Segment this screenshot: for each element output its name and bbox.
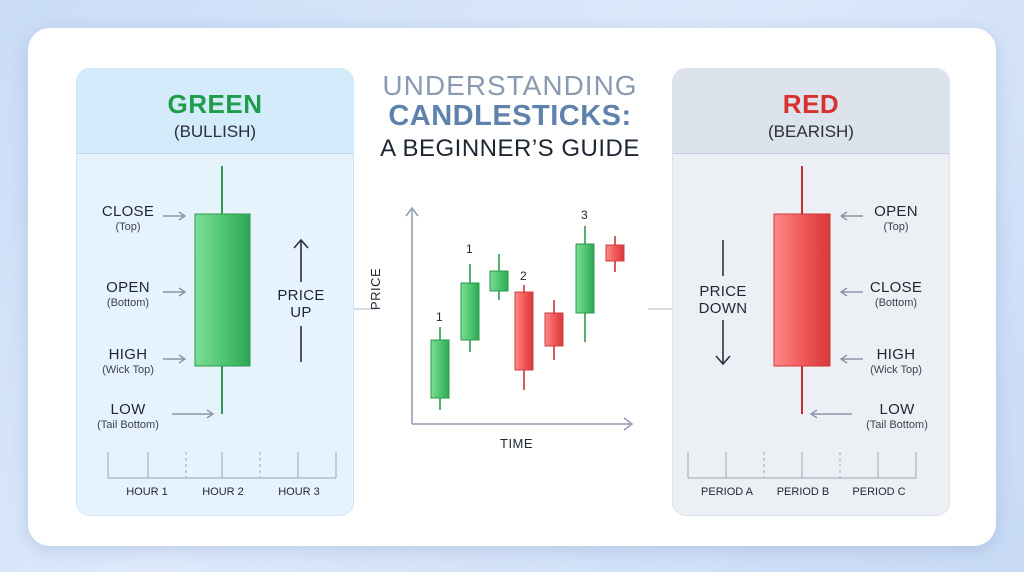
red-panel-header: RED (BEARISH) (673, 69, 949, 154)
timeline-label-period-c: PERIOD C (852, 486, 906, 498)
candle-7 (605, 236, 625, 272)
green-label-open: OPEN (Bottom) (106, 279, 150, 309)
red-label-open: OPEN (Top) (874, 203, 918, 233)
title-line-3: A BEGINNER’S GUIDE (380, 135, 640, 162)
candle-5 (544, 300, 564, 360)
red-label-low: LOW (Tail Bottom) (866, 401, 928, 431)
green-subheading: (BULLISH) (173, 122, 257, 141)
red-candle (773, 166, 831, 414)
candle-4 (514, 285, 534, 390)
page-title: UNDERSTANDING CANDLESTICKS: A BEGINNER’S… (360, 70, 660, 163)
candle-6 (575, 226, 595, 342)
timeline-label-hour-2: HOUR 2 (202, 486, 244, 498)
price-down-label: PRICE DOWN (698, 283, 748, 317)
red-label-close: CLOSE (Bottom) (869, 279, 923, 309)
chart-axes (405, 206, 634, 431)
candle-3 (489, 254, 509, 300)
timeline-label-period-b: PERIOD B (776, 486, 830, 498)
candle-6-label: 3 (581, 208, 588, 222)
timeline-label-hour-1: HOUR 1 (126, 486, 168, 498)
green-label-close: CLOSE (Top) (101, 203, 155, 233)
green-candle (194, 166, 251, 414)
candle-4-label: 2 (520, 269, 527, 283)
price-down-arrow-icon (715, 240, 731, 366)
timeline-label-hour-3: HOUR 3 (278, 486, 320, 498)
red-timeline (687, 452, 917, 479)
candle-2 (460, 264, 480, 352)
red-label-high: HIGH (Wick Top) (870, 346, 922, 376)
green-timeline (107, 452, 337, 479)
green-panel-header: GREEN (BULLISH) (77, 69, 353, 154)
timeline-label-period-a: PERIOD A (701, 486, 753, 498)
title-line-2: CANDLESTICKS: (388, 100, 632, 132)
green-label-arrows (163, 211, 215, 419)
candle-2-label: 1 (466, 242, 473, 256)
red-label-arrows (809, 211, 863, 419)
candle-1-label: 1 (436, 310, 443, 324)
green-heading: GREEN (167, 89, 263, 119)
red-subheading: (BEARISH) (768, 122, 854, 141)
green-label-high: HIGH (Wick Top) (102, 346, 154, 376)
title-line-1: UNDERSTANDING (382, 70, 638, 101)
candle-1 (430, 327, 450, 410)
price-up-arrow-icon (293, 238, 309, 362)
price-up-label: PRICE UP (277, 287, 325, 321)
green-label-low: LOW (Tail Bottom) (97, 401, 159, 431)
chart-x-axis-label: TIME (500, 436, 534, 451)
red-heading: RED (782, 89, 840, 119)
